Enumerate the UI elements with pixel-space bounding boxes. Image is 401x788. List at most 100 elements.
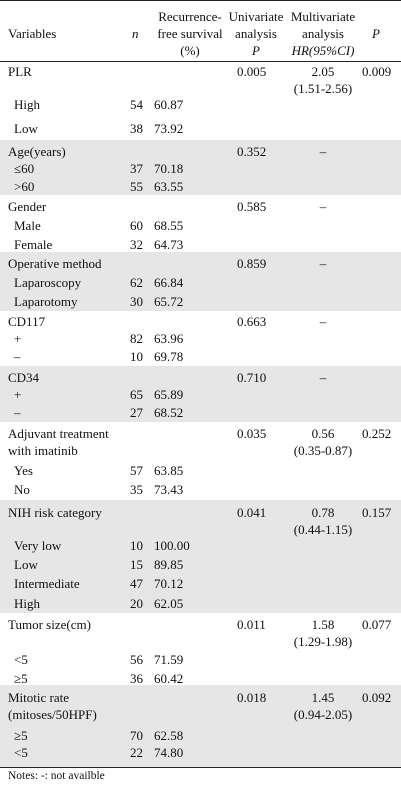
row-group (0, 366, 401, 422)
subgroup-n: 65 (130, 387, 143, 402)
row-group (0, 500, 401, 613)
subgroup-n: 60 (130, 218, 143, 233)
hazard-ratio: 1.58 (311, 617, 335, 632)
subgroup-n: 36 (130, 671, 143, 686)
subgroup-label: + (14, 331, 22, 346)
variable-label-line2: (mitoses/50HPF) (8, 707, 97, 722)
recurrence-free-survival: 70.18 (154, 161, 184, 176)
recurrence-free-survival: 60.42 (154, 671, 184, 686)
bottom-rule (0, 767, 401, 768)
recurrence-free-survival: 71.59 (154, 652, 184, 667)
hazard-ratio: – (319, 144, 327, 159)
variable-label: CD117 (8, 314, 46, 329)
subgroup-label: No (14, 482, 30, 497)
subgroup-n: 62 (130, 275, 143, 290)
header-rfs-line1: Recurrence- (158, 9, 222, 24)
table-notes: Notes: -: not availble (8, 770, 105, 782)
multivariate-p: 0.009 (362, 64, 392, 79)
recurrence-free-survival: 68.55 (154, 218, 184, 233)
recurrence-free-survival: 63.85 (154, 463, 184, 478)
row-group (0, 252, 401, 311)
recurrence-free-survival: 65.89 (154, 387, 184, 402)
subgroup-label: Female (14, 237, 53, 252)
subgroup-n: 10 (130, 538, 143, 553)
subgroup-n: 30 (130, 294, 143, 309)
multivariate-p: 0.092 (362, 690, 392, 705)
hazard-ratio: 1.45 (311, 690, 335, 705)
univariate-p: 0.352 (237, 144, 267, 159)
hazard-ratio: 2.05 (311, 64, 335, 79)
subgroup-label: High (14, 97, 40, 112)
subgroup-label: Low (14, 121, 38, 136)
variable-label: PLR (8, 64, 32, 79)
subgroup-n: 35 (130, 482, 143, 497)
header-variables: Variables (8, 26, 57, 41)
hazard-ratio: 0.56 (311, 426, 335, 441)
subgroup-label: Yes (14, 463, 33, 478)
confidence-interval: (1.51-2.56) (293, 81, 353, 96)
univariate-p: 0.710 (237, 370, 267, 385)
subgroup-n: 22 (130, 745, 143, 760)
univariate-p: 0.005 (237, 64, 267, 79)
subgroup-label: <5 (14, 745, 28, 760)
subgroup-n: 20 (130, 596, 143, 611)
header-rule (0, 61, 401, 62)
variable-label: Gender (8, 199, 47, 214)
recurrence-free-survival: 66.84 (154, 275, 184, 290)
recurrence-free-survival: 73.43 (154, 482, 184, 497)
variable-label: Operative method (8, 256, 102, 271)
header-rfs-line3: (%) (180, 43, 200, 58)
hazard-ratio: – (319, 314, 327, 329)
confidence-interval: (0.35-0.87) (293, 443, 353, 458)
univariate-p: 0.018 (237, 690, 267, 705)
multivariate-p: 0.077 (362, 617, 392, 632)
confidence-interval: (1.29-1.98) (293, 634, 353, 649)
subgroup-label: <5 (14, 652, 28, 667)
subgroup-label: ≤60 (14, 161, 35, 176)
subgroup-label: ≥5 (14, 728, 28, 743)
subgroup-label: >60 (14, 179, 35, 194)
subgroup-n: 47 (130, 576, 143, 591)
variable-label: Mitotic rate (8, 690, 70, 705)
subgroup-n: 82 (130, 331, 143, 346)
subgroup-label: Very low (14, 538, 62, 553)
variable-label: NIH risk category (8, 505, 102, 520)
hazard-ratio: – (319, 370, 327, 385)
subgroup-label: Laparoscopy (14, 275, 82, 290)
confidence-interval: (0.44-1.15) (293, 522, 353, 537)
recurrence-free-survival: 69.78 (154, 349, 184, 364)
recurrence-free-survival: 73.92 (154, 121, 184, 136)
header-n: n (132, 26, 139, 41)
subgroup-n: 38 (130, 121, 143, 136)
subgroup-n: 32 (130, 237, 143, 252)
subgroup-n: 55 (130, 179, 143, 194)
subgroup-label: – (14, 405, 21, 420)
header-multi-line2: analysis (302, 26, 344, 41)
header-multi-line1: Multivariate (290, 9, 356, 24)
subgroup-n: 54 (130, 97, 143, 112)
univariate-p: 0.585 (237, 199, 267, 214)
subgroup-n: 27 (130, 405, 143, 420)
header-p: P (372, 26, 380, 41)
subgroup-label: Low (14, 557, 38, 572)
subgroup-n: 70 (130, 728, 143, 743)
subgroup-label: Intermediate (14, 576, 80, 591)
subgroup-label: High (14, 596, 40, 611)
recurrence-free-survival: 63.96 (154, 331, 184, 346)
hazard-ratio: – (319, 256, 327, 271)
multivariate-p: 0.252 (362, 426, 392, 441)
subgroup-n: 15 (130, 557, 143, 572)
header-uni-line1: Univariate (228, 9, 284, 24)
row-group (0, 140, 401, 195)
header-multi-line3: HR(95%CI) (291, 43, 355, 58)
header-rfs-line2: free survival (157, 26, 223, 41)
variable-label: Adjuvant treatment (8, 426, 109, 441)
recurrence-free-survival: 64.73 (154, 237, 184, 252)
recurrence-free-survival: 63.55 (154, 179, 184, 194)
recurrence-free-survival: 60.87 (154, 97, 184, 112)
recurrence-free-survival: 70.12 (154, 576, 184, 591)
recurrence-free-survival: 62.05 (154, 596, 184, 611)
recurrence-free-survival: 74.80 (154, 745, 184, 760)
subgroup-n: 57 (130, 463, 143, 478)
